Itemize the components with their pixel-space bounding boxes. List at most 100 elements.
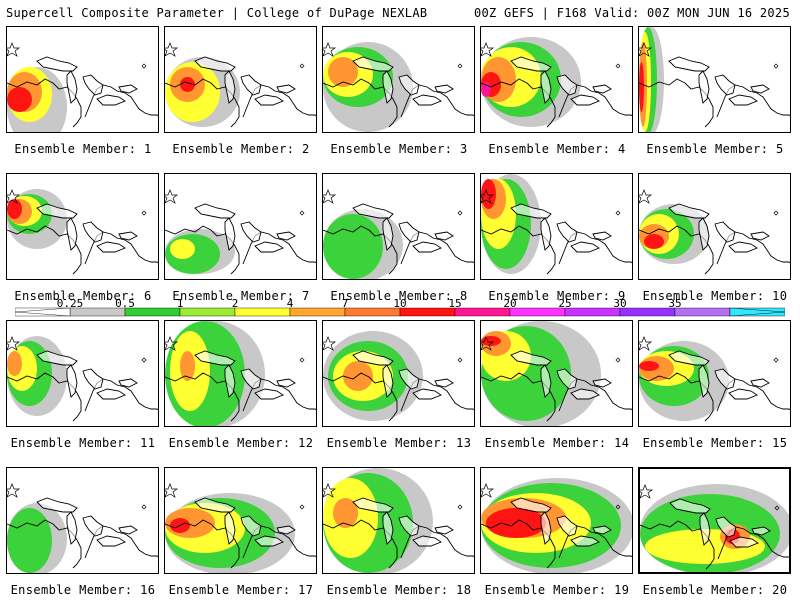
legend-tick-label: 35 — [668, 297, 682, 310]
scp-field-map — [165, 42, 316, 128]
diamond-icon — [457, 63, 463, 69]
great-lake-outline — [352, 203, 394, 219]
ensemble-member-label: Ensemble Member: 17 — [168, 583, 314, 597]
scp-field-map — [481, 321, 632, 426]
diamond-icon — [141, 357, 147, 363]
star-icon — [165, 189, 179, 204]
great-lake-outline — [36, 350, 78, 366]
great-lake-outline — [698, 364, 710, 398]
ensemble-member-map[interactable] — [322, 320, 475, 427]
scp-contour-fill — [7, 199, 22, 219]
ensemble-member-map[interactable] — [638, 173, 791, 280]
legend-right-arrow — [729, 307, 785, 317]
ensemble-member-map[interactable] — [164, 173, 317, 280]
diamond-icon — [299, 504, 305, 510]
great-lake-outline — [556, 221, 578, 243]
ensemble-member-label: Ensemble Member: 4 — [488, 142, 626, 156]
diamond-icon — [774, 505, 780, 511]
ensemble-member-map[interactable] — [164, 320, 317, 427]
star-icon — [165, 42, 179, 57]
great-lake-outline — [352, 497, 394, 513]
great-lake-outline — [66, 217, 78, 251]
great-lake-outline — [592, 84, 612, 94]
scp-contour-fill — [180, 351, 195, 381]
great-lake-outline — [398, 368, 420, 390]
great-lake-outline — [510, 497, 552, 513]
ensemble-member-map[interactable] — [480, 26, 633, 133]
scp-contour-fill — [7, 508, 52, 573]
ensemble-member-map[interactable] — [480, 467, 633, 574]
ensemble-member-map[interactable] — [164, 26, 317, 133]
ensemble-member-map[interactable] — [322, 26, 475, 133]
ensemble-member-map[interactable] — [6, 320, 159, 427]
ensemble-member-label: Ensemble Member: 6 — [14, 289, 152, 303]
ensemble-member-label: Ensemble Member: 20 — [642, 583, 788, 597]
scp-field-map — [165, 321, 316, 426]
legend-color-swatch — [619, 307, 676, 317]
legend-tick-label: 25 — [558, 297, 572, 310]
ensemble-member-map[interactable] — [322, 173, 475, 280]
scp-contour-fill — [323, 214, 383, 279]
star-icon — [639, 336, 653, 351]
scp-contour-fill — [333, 498, 358, 528]
ensemble-member-label: Ensemble Member: 18 — [326, 583, 472, 597]
great-lake-outline — [254, 535, 284, 547]
great-lake-outline — [728, 241, 758, 253]
legend-color-swatch — [564, 307, 621, 317]
diamond-icon — [299, 63, 305, 69]
scp-field-map — [639, 27, 790, 132]
legend-color-swatch — [344, 307, 401, 317]
great-lake-outline — [668, 350, 710, 366]
scp-field-map — [323, 189, 474, 279]
great-lake-outline — [224, 511, 236, 545]
diamond-icon — [773, 357, 779, 363]
great-lake-outline — [382, 70, 394, 104]
scp-field-map — [323, 42, 474, 132]
great-lake-outline — [540, 70, 552, 104]
ensemble-member-map[interactable] — [638, 26, 791, 133]
scp-contour-fill — [639, 361, 659, 371]
ensemble-member-label: Ensemble Member: 15 — [642, 436, 788, 450]
great-lake-outline — [669, 498, 711, 514]
ensemble-member-map[interactable] — [480, 173, 633, 280]
ensemble-member-map[interactable] — [6, 26, 159, 133]
ensemble-member-map[interactable] — [638, 467, 791, 574]
diamond-icon — [457, 357, 463, 363]
star-icon — [7, 189, 21, 204]
legend-tick-label: 15 — [448, 297, 462, 310]
great-lake-outline — [510, 350, 552, 366]
great-lake-outline — [118, 84, 138, 94]
great-lake-outline — [240, 368, 262, 390]
ensemble-member-label: Ensemble Member: 16 — [10, 583, 156, 597]
great-lake-outline — [352, 350, 394, 366]
great-lake-outline — [412, 241, 442, 253]
diamond-icon — [299, 357, 305, 363]
great-lake-outline — [118, 231, 138, 241]
scp-field-map — [165, 189, 316, 275]
legend-color-swatch — [234, 307, 291, 317]
diamond-icon — [773, 210, 779, 216]
scp-contour-fill — [644, 234, 664, 249]
star-icon — [640, 484, 654, 499]
diamond-icon — [141, 504, 147, 510]
great-lake-outline — [556, 515, 578, 537]
ensemble-member-map[interactable] — [6, 173, 159, 280]
ensemble-member-map[interactable] — [480, 320, 633, 427]
scp-field-map — [7, 42, 158, 132]
great-lake-outline — [540, 217, 552, 251]
great-lake-outline — [276, 525, 296, 535]
scp-field-map — [639, 189, 790, 275]
ensemble-member-map[interactable] — [164, 467, 317, 574]
ensemble-member-map[interactable] — [322, 467, 475, 574]
great-lake-outline — [728, 388, 758, 400]
great-lake-outline — [714, 74, 736, 96]
ensemble-member-map[interactable] — [6, 467, 159, 574]
diamond-icon — [615, 210, 621, 216]
star-icon — [639, 189, 653, 204]
ensemble-member-map[interactable] — [638, 320, 791, 427]
ensemble-member-label: Ensemble Member: 14 — [484, 436, 630, 450]
page-title: Supercell Composite Parameter | College … — [6, 6, 428, 20]
great-lake-outline — [96, 94, 126, 106]
great-lake-outline — [699, 512, 711, 546]
great-lake-outline — [412, 535, 442, 547]
